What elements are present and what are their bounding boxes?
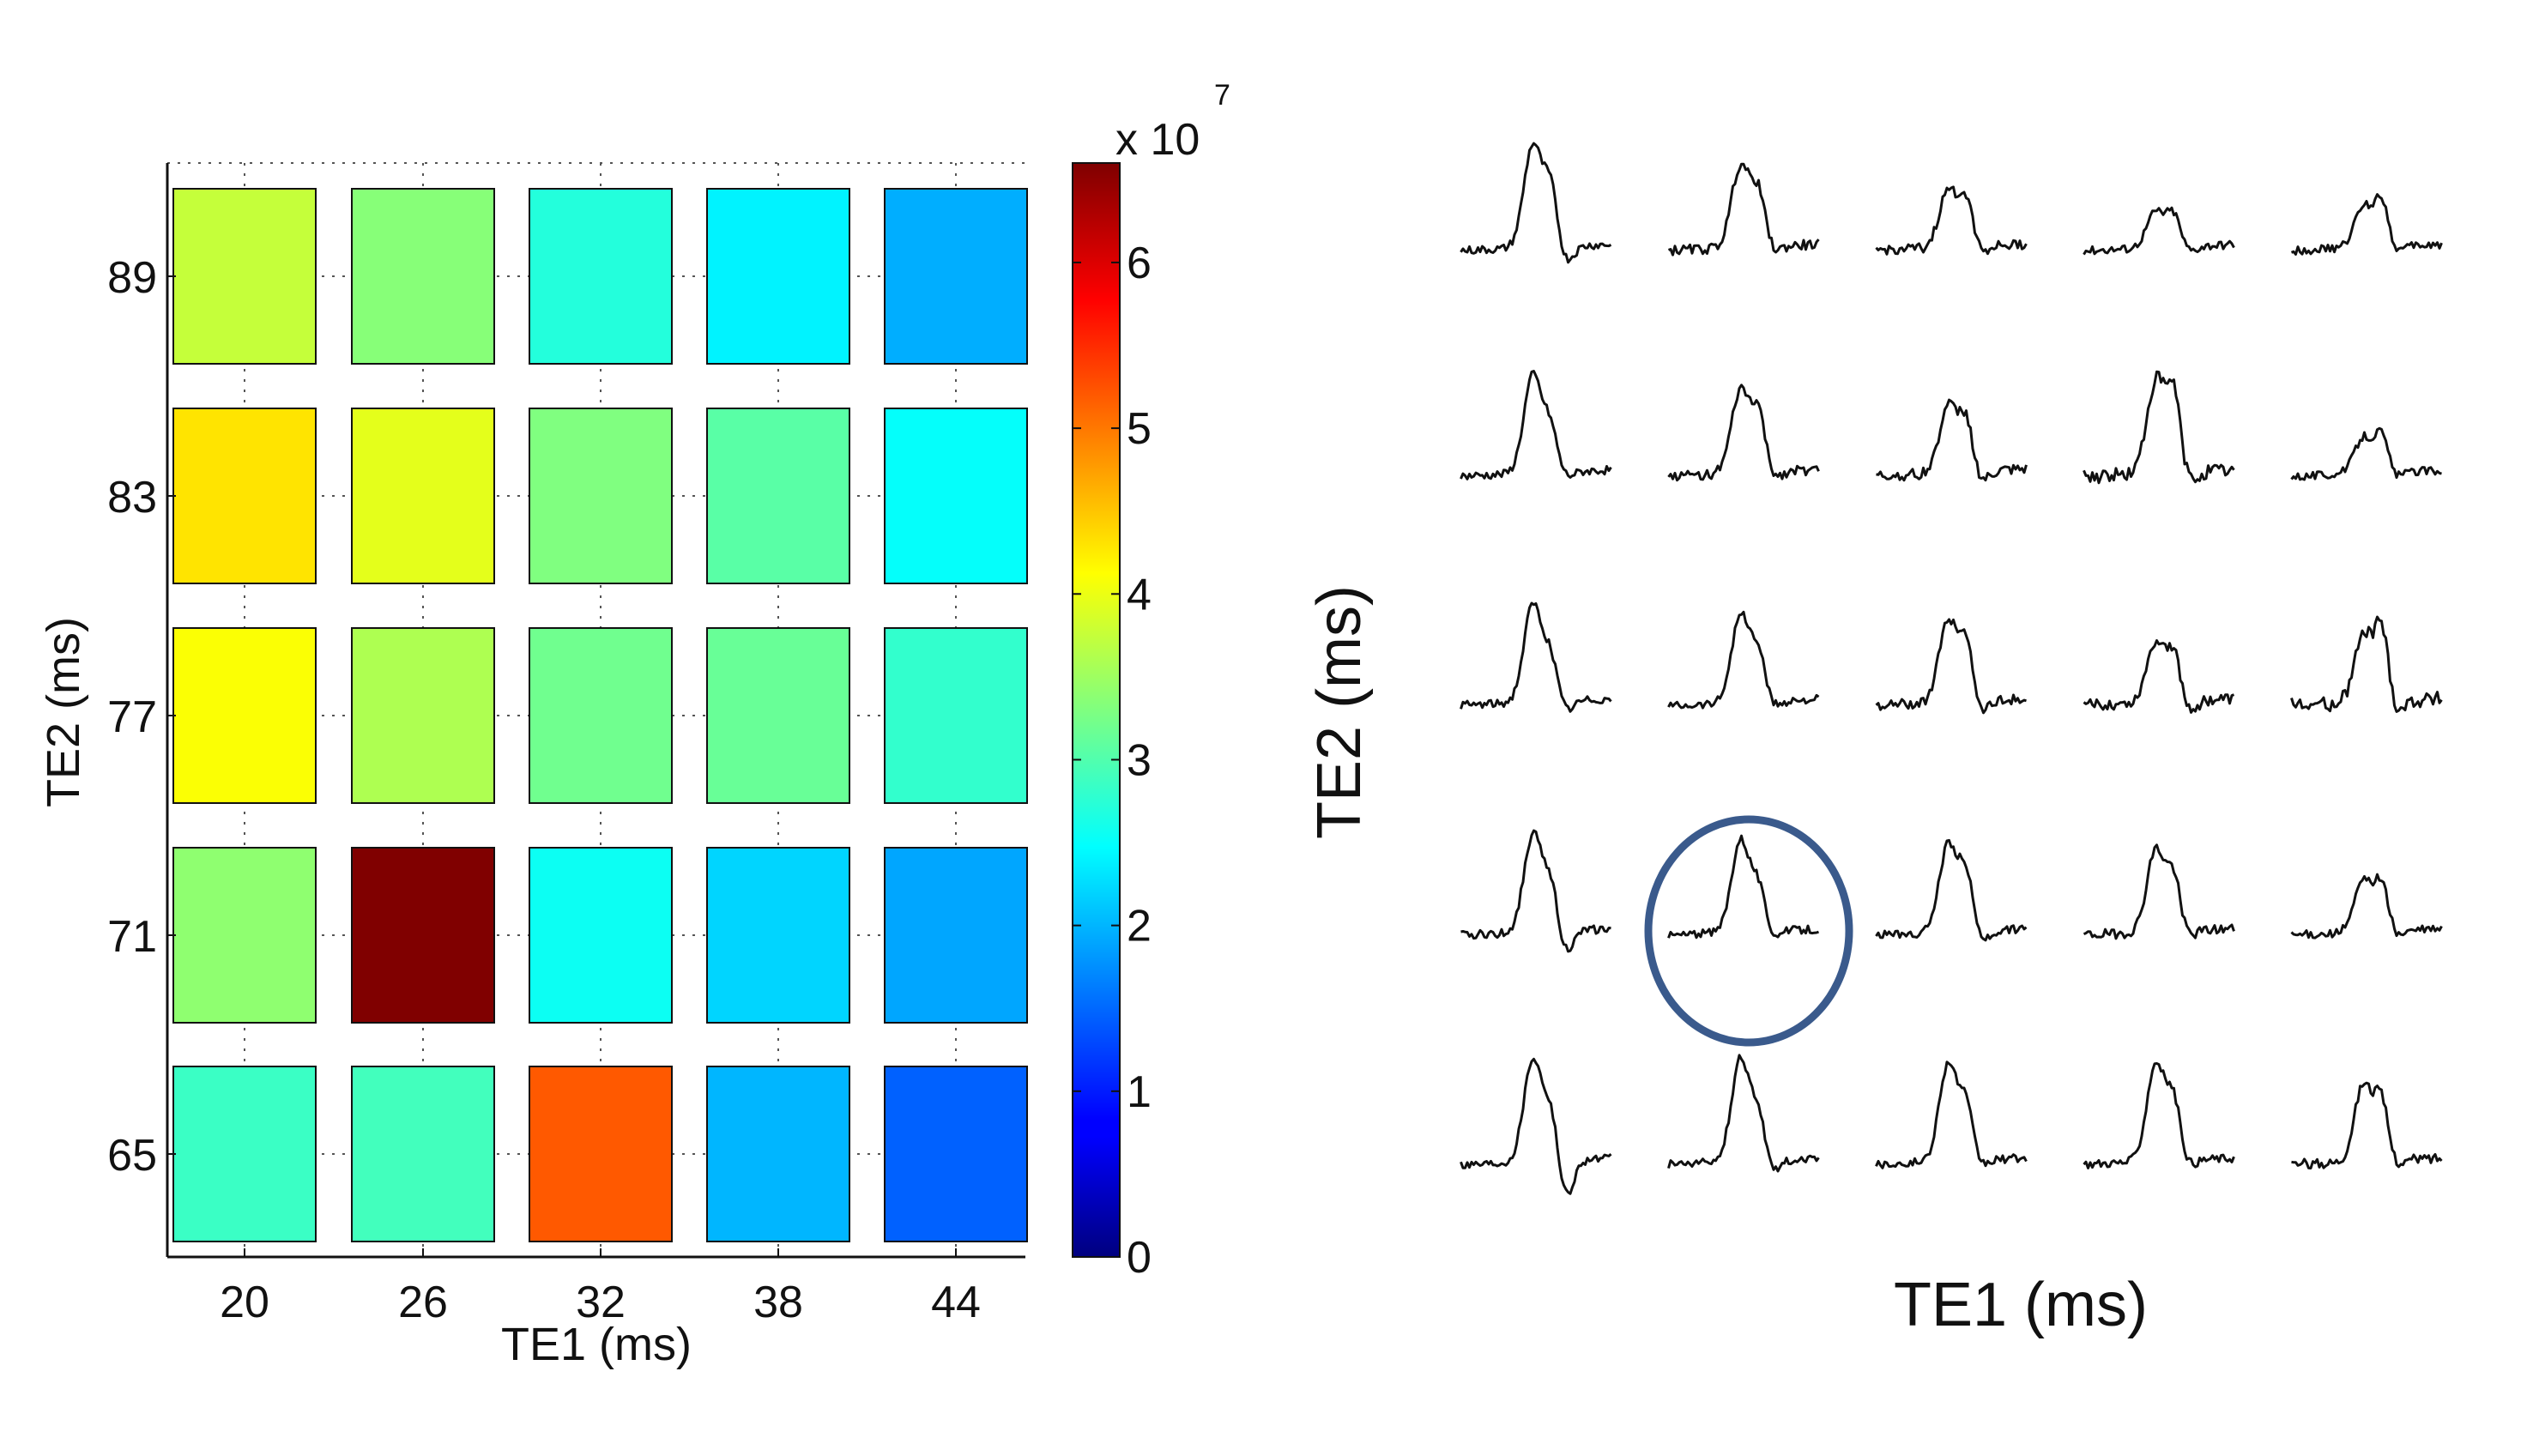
colorbar-tick-label: 2 [1127,902,1152,952]
spectrum-te1-26-te2-77 [1667,610,1820,710]
colorbar-ticks: 0 1 2 3 4 5 6 [1073,239,1152,1283]
heatmap-cell-te1-32-te2-77 [529,627,673,804]
heatmap-y-tick-label: 65 [107,1131,157,1181]
colorbar-tick-label: 1 [1127,1067,1152,1117]
heatmap-cell-te1-26-te2-77 [351,627,495,804]
heatmap-cell-te1-20-te2-83 [172,408,317,584]
heatmap-cell-te1-38-te2-71 [706,847,850,1024]
colorbar: 0 1 2 3 4 5 6 x 10 7 [1072,79,1230,1283]
spectrum-te1-38-te2-65 [2083,1062,2235,1169]
highlight-circle [1644,815,1853,1047]
heatmap-cell-te1-20-te2-71 [172,847,317,1024]
heatmap-cell-te1-38-te2-65 [706,1066,850,1242]
spectrum-te1-32-te2-71 [1875,838,2028,942]
heatmap-y-axis-title: TE2 (ms) [38,617,89,807]
heatmap-cell-te1-38-te2-83 [706,408,850,584]
heatmap-cell-te1-20-te2-77 [172,627,317,804]
spectrum-te1-44-te2-83 [2290,426,2442,481]
spectrum-te1-20-te2-65 [1460,1057,1612,1195]
colorbar-exponent: 7 [1214,79,1230,112]
spectra-grid [1460,142,2443,1195]
heatmap-x-axis-title: TE1 (ms) [501,1319,692,1370]
heatmap-cell-te1-32-te2-89 [529,188,673,365]
heatmap-cell-te1-44-te2-83 [884,408,1028,584]
heatmap-cell-te1-44-te2-65 [884,1066,1028,1242]
heatmap-y-tick-label: 89 [107,253,157,303]
heatmap-x-tick-label: 26 [398,1278,448,1327]
heatmap-x-tick-label: 20 [220,1278,269,1327]
spectrum-te1-20-te2-83 [1460,370,1612,480]
colorbar-gradient [1072,162,1121,1258]
heatmap-cell-te1-32-te2-65 [529,1066,673,1242]
spectrum-te1-38-te2-71 [2083,843,2235,940]
heatmap-cell-te1-38-te2-77 [706,627,850,804]
spectrum-te1-20-te2-77 [1460,601,1612,713]
heatmap-cell-te1-26-te2-89 [351,188,495,365]
spectrum-te1-26-te2-71 [1667,834,1820,939]
spectrum-te1-44-te2-65 [2291,1081,2443,1170]
colorbar-tick-label: 5 [1127,404,1152,454]
spectrum-te1-20-te2-89 [1460,142,1612,264]
spectra-y-axis-title: TE2 (ms) [1305,585,1374,839]
spectrum-te1-38-te2-77 [2083,639,2235,714]
heatmap-cell-te1-44-te2-77 [884,627,1028,804]
heatmap-y-tick-labels: 65 71 77 83 89 [107,253,176,1181]
heatmap-y-tick-label: 77 [107,692,157,742]
spectrum-te1-38-te2-83 [2083,370,2235,485]
heatmap-cell-te1-26-te2-83 [351,408,495,584]
heatmap-cell-te1-32-te2-83 [529,408,673,584]
colorbar-tick-label: 3 [1127,735,1152,785]
spectrum-te1-32-te2-83 [1876,398,2028,482]
heatmap-y-tick-label: 71 [107,912,157,962]
heatmap-cell-te1-26-te2-71 [351,847,495,1024]
heatmap-y-tick-label: 83 [107,473,157,523]
spectrum-te1-44-te2-77 [2290,615,2443,713]
spectrum-te1-26-te2-83 [1667,384,1820,482]
heatmap-x-tick-labels: 20 26 32 38 44 [220,1248,981,1327]
heatmap-cell-te1-32-te2-71 [529,847,673,1024]
spectra-panel: TE1 (ms) TE2 (ms) [1305,142,2443,1339]
heatmap-cells [172,188,1028,1242]
colorbar-tick-label: 0 [1127,1233,1152,1283]
heatmap-cell-te1-44-te2-71 [884,847,1028,1024]
spectrum-te1-32-te2-77 [1875,618,2027,715]
heatmap-cell-te1-20-te2-65 [172,1066,317,1242]
spectrum-te1-32-te2-89 [1875,185,2028,256]
spectrum-te1-32-te2-65 [1875,1060,2028,1169]
colorbar-multiplier: x 10 [1115,115,1200,165]
heatmap-cell-te1-38-te2-89 [706,188,850,365]
spectrum-te1-26-te2-89 [1667,162,1820,257]
spectrum-te1-44-te2-89 [2290,193,2443,256]
heatmap-x-tick-label: 32 [576,1278,626,1327]
heatmap-cell-te1-20-te2-89 [172,188,317,365]
heatmap-cell-te1-44-te2-89 [884,188,1028,365]
heatmap-panel: 20 26 32 38 44 65 71 77 83 89 TE1 (ms) TE2 (ms) [38,162,1028,1370]
heatmap-x-tick-label: 38 [753,1278,803,1327]
spectrum-te1-44-te2-71 [2290,873,2443,939]
spectrum-te1-20-te2-71 [1460,829,1611,953]
heatmap-cell-te1-26-te2-65 [351,1066,495,1242]
spectrum-te1-38-te2-89 [2083,206,2235,256]
spectra-x-axis-title: TE1 (ms) [1894,1271,2148,1339]
spectrum-te1-26-te2-65 [1667,1054,1820,1173]
colorbar-tick-label: 4 [1127,570,1152,619]
heatmap-x-tick-label: 44 [931,1278,981,1327]
colorbar-tick-label: 6 [1127,239,1152,288]
